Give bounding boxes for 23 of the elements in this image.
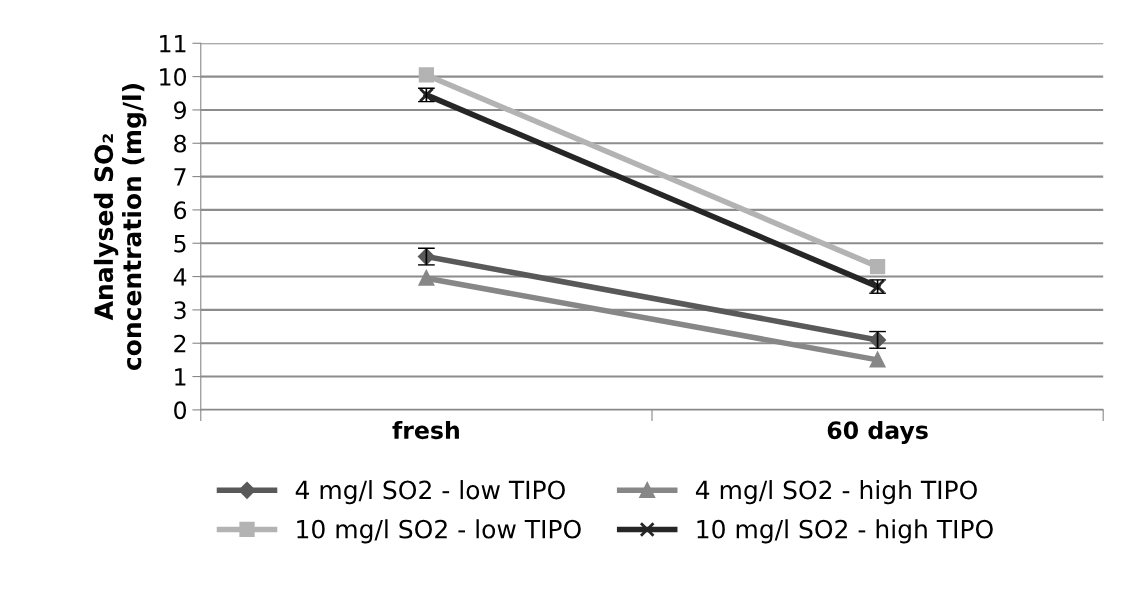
y-tick-label: 8 bbox=[174, 134, 186, 153]
y-tick-label: 5 bbox=[174, 235, 186, 253]
y-tick-label: 11 bbox=[160, 35, 186, 53]
y-tick-label: 1 bbox=[175, 368, 186, 386]
point bbox=[418, 67, 435, 83]
point bbox=[869, 258, 886, 275]
y-tick-label: 3 bbox=[174, 301, 186, 320]
legend-label: 4 mg/l SO2 - low TIPO bbox=[295, 480, 565, 505]
point bbox=[418, 270, 435, 286]
legend-label: 10 mg/l SO2 - high TIPO bbox=[697, 519, 993, 544]
y-tick-label: 6 bbox=[174, 201, 187, 220]
y-tick-label: 9 bbox=[174, 101, 186, 120]
legend-label: 4 mg/l SO2 - high TIPO bbox=[695, 480, 977, 505]
x-tick-label: 60 days bbox=[827, 420, 928, 444]
y-tick-label: 4 bbox=[173, 268, 187, 286]
y-tick-label: 10 bbox=[160, 68, 187, 86]
point bbox=[869, 352, 886, 368]
y-tick-label: 7 bbox=[174, 168, 186, 186]
x-tick-label: fresh bbox=[392, 420, 459, 440]
legend-label: 10 mg/l SO2 - low TIPO bbox=[297, 519, 581, 544]
y-tick-label: 0 bbox=[174, 401, 187, 420]
y-tick-label: 2 bbox=[174, 334, 186, 353]
y-axis-title: Analysed SO₂ concentration (mg/l) bbox=[93, 84, 147, 371]
